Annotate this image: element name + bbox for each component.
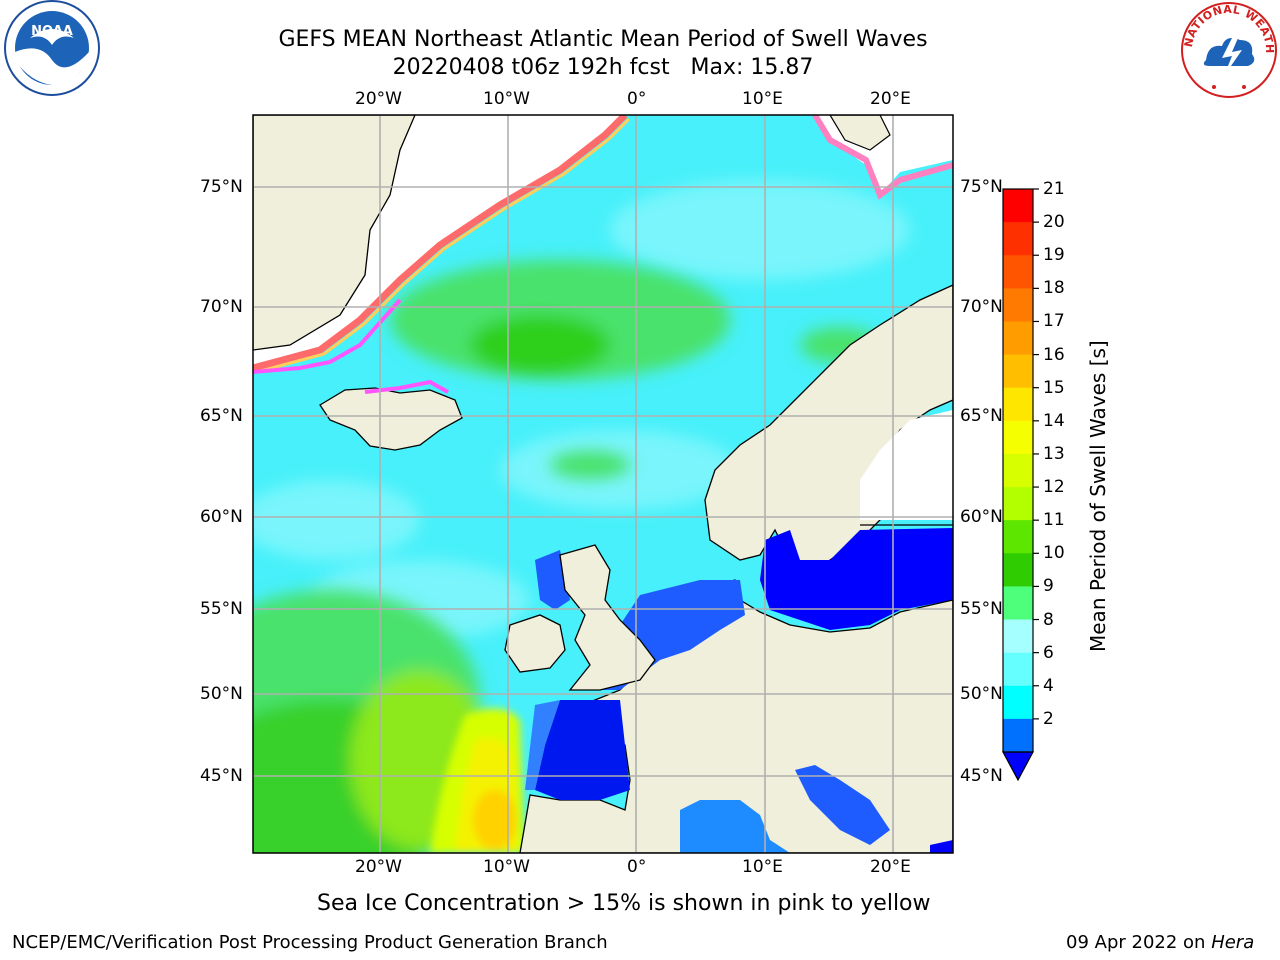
colorbar-tick-label: 14: [1043, 410, 1065, 431]
lon-tick-bottom-10e: 10°E: [742, 857, 783, 877]
colorbar-tick-label: 12: [1043, 477, 1065, 498]
colorbar-segment: [1003, 222, 1033, 256]
colorbar-tick-label: 8: [1043, 609, 1054, 630]
map-title: GEFS MEAN Northeast Atlantic Mean Period…: [278, 27, 928, 52]
lon-tick-bottom-0: 0°: [627, 857, 647, 877]
lon-tick-bottom-20e: 20°E: [870, 857, 911, 877]
colorbar-segment: [1003, 453, 1033, 488]
colorbar-segment: [1003, 520, 1033, 554]
baltic-sea: [760, 528, 953, 630]
lat-tick-right-60n: 60°N: [960, 507, 1003, 527]
lat-tick-right-45n: 45°N: [960, 766, 1003, 786]
lon-tick-top-20w: 20°W: [355, 89, 402, 109]
map-area: [253, 115, 953, 853]
colorbar-tick-label: 9: [1043, 576, 1054, 597]
lon-tick-top-0: 0°: [627, 89, 647, 109]
colorbar-segment: [1003, 189, 1033, 223]
lat-tick-right-70n: 70°N: [960, 297, 1003, 317]
colorbar-segment: [1003, 354, 1033, 389]
colorbar-segment: [1003, 586, 1033, 621]
colorbar-tick-label: 17: [1043, 311, 1065, 332]
map-frame: [252, 114, 954, 854]
footer-date-text: 09 Apr 2022 on: [1066, 932, 1206, 953]
colorbar-tick-label: 18: [1043, 278, 1065, 299]
svg-text:NOAA: NOAA: [31, 24, 73, 39]
colorbar-segment: [1003, 718, 1033, 753]
colorbar-tick-label: 19: [1043, 245, 1065, 266]
lat-tick-right-55n: 55°N: [960, 599, 1003, 619]
colorbar-segment: [1003, 420, 1033, 455]
lat-tick-left-60n: 60°N: [200, 507, 243, 527]
lat-tick-left-55n: 55°N: [200, 599, 243, 619]
colorbar-frame: [1002, 188, 1034, 753]
colorbar-extend-arrow: [1001, 751, 1035, 782]
colorbar-label: Mean Period of Swell Waves [s]: [1086, 340, 1110, 652]
sweden-ice-area: [860, 410, 953, 520]
colorbar-tick-label: 15: [1043, 377, 1065, 398]
lon-tick-bottom-20w: 20°W: [355, 857, 402, 877]
colorbar-tick-label: 2: [1043, 708, 1054, 729]
lat-tick-left-50n: 50°N: [200, 684, 243, 704]
map-subtitle: 20220408 t06z 192h fcst Max: 15.87: [392, 55, 814, 80]
lat-tick-right-50n: 50°N: [960, 684, 1003, 704]
colorbar-segment: [1003, 321, 1033, 356]
colorbar-segment: [1003, 685, 1033, 720]
lon-tick-top-20e: 20°E: [870, 89, 911, 109]
colorbar-tick-label: 4: [1043, 675, 1054, 696]
colorbar-segment: [1003, 652, 1033, 687]
lon-tick-top-10e: 10°E: [742, 89, 783, 109]
colorbar-tick-label: 20: [1043, 212, 1065, 233]
colorbar-segment: [1003, 619, 1033, 654]
lon-tick-bottom-10w: 10°W: [483, 857, 530, 877]
colorbar-tick-label: 21: [1043, 179, 1065, 199]
graticule: [253, 115, 953, 853]
colorbar-segment: [1003, 487, 1033, 521]
colorbar-tick-label: 6: [1043, 642, 1054, 663]
lat-tick-left-65n: 65°N: [200, 406, 243, 426]
lat-tick-right-75n: 75°N: [960, 177, 1003, 197]
footer-host: Hera: [1211, 932, 1255, 953]
footer-branch: NCEP/EMC/Verification Post Processing Pr…: [12, 932, 608, 953]
footer-date: 09 Apr 2022 on Hera: [1066, 933, 1254, 953]
colorbar-segment: [1003, 387, 1033, 422]
lat-tick-right-65n: 65°N: [960, 406, 1003, 426]
lon-tick-top-10w: 10°W: [483, 89, 530, 109]
noaa-logo: NOAA: [0, 0, 105, 100]
lat-tick-left-75n: 75°N: [200, 177, 243, 197]
colorbar-tick-label: 11: [1043, 510, 1065, 531]
colorbar-tick-label: 16: [1043, 344, 1065, 365]
colorbar-tick-label: 13: [1043, 443, 1065, 464]
mediterranean-sea: [680, 800, 790, 853]
lat-tick-left-45n: 45°N: [200, 766, 243, 786]
colorbar-segment: [1003, 553, 1033, 587]
nws-logo: NATIONAL WEATHER SERVICE: [1178, 0, 1280, 100]
colorbar-segment: [1003, 288, 1033, 322]
lat-tick-left-70n: 70°N: [200, 297, 243, 317]
sea-ice-note: Sea Ice Concentration > 15% is shown in …: [317, 891, 931, 916]
max-period-patch: [430, 708, 525, 853]
colorbar-segment: [1003, 255, 1033, 289]
great-britain-landmass: [559, 544, 656, 691]
colorbar-tick-label: 10: [1043, 543, 1065, 564]
colorbar: [1001, 188, 1039, 782]
